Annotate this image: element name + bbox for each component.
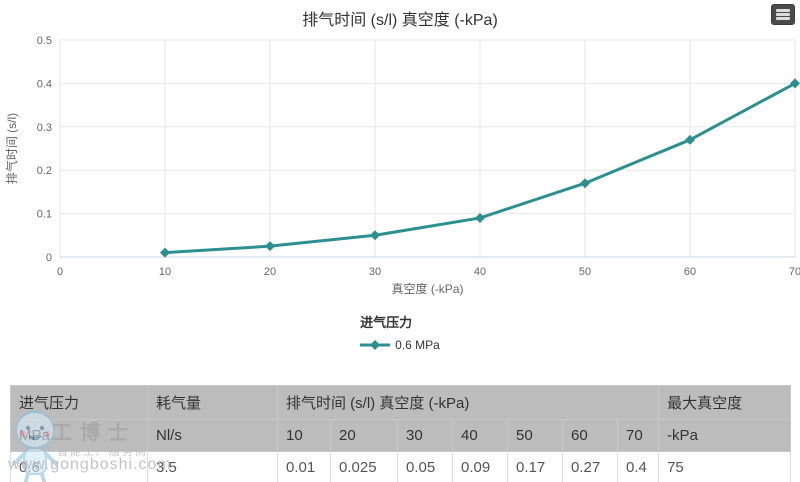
svg-text:0: 0 <box>46 252 52 264</box>
legend-item-label: 0.6 MPa <box>395 338 440 352</box>
svg-text:50: 50 <box>579 266 591 278</box>
data-cell: 3.5 <box>147 451 278 482</box>
svg-text:20: 20 <box>264 266 276 278</box>
svg-text:40: 40 <box>474 266 486 278</box>
unit-cell: -kPa <box>658 419 792 452</box>
header-cell: 进气压力 <box>10 385 148 420</box>
data-cell: 0.4 <box>616 451 660 482</box>
legend-item-series[interactable]: 0.6 MPa <box>360 338 440 352</box>
table-unit-row: MPa Nl/s 10 20 30 40 50 60 70 -kPa <box>10 419 792 452</box>
table-row: 0.6 3.5 0.01 0.025 0.05 0.09 0.17 0.27 0… <box>10 451 792 482</box>
svg-text:70: 70 <box>789 266 800 278</box>
svg-text:0.2: 0.2 <box>37 165 52 177</box>
svg-text:10: 10 <box>159 266 171 278</box>
data-cell: 0.27 <box>562 451 618 482</box>
svg-text:0: 0 <box>57 266 63 278</box>
unit-cell: MPa <box>10 419 148 452</box>
legend-title: 进气压力 <box>360 315 413 330</box>
svg-text:0.5: 0.5 <box>37 35 52 47</box>
data-cell: 0.6 <box>10 451 148 482</box>
unit-cell: 30 <box>397 419 453 452</box>
series-marker-icon <box>360 340 391 350</box>
chart-legend: 进气压力 0.6 MPa <box>0 312 800 356</box>
data-cell: 0.05 <box>397 451 453 482</box>
unit-cell: 40 <box>452 419 508 452</box>
data-cell: 0.09 <box>452 451 508 482</box>
svg-text:0.4: 0.4 <box>37 78 52 90</box>
table-header-row: 进气压力 耗气量 排气时间 (s/l) 真空度 (-kPa) 最大真空度 <box>10 385 792 420</box>
chart-plot-area: 0 0.1 0.2 0.3 0.4 0.5 0 10 20 30 40 50 60 70 排气时间 (s/l… <box>4 35 800 278</box>
header-cell: 最大真空度 <box>658 385 792 420</box>
unit-cell: 10 <box>277 419 331 452</box>
unit-cell: 50 <box>507 419 563 452</box>
chart-title: 排气时间 (s/l) 真空度 (-kPa) <box>302 12 498 29</box>
chart-export-menu-button[interactable] <box>771 4 795 25</box>
svg-text:30: 30 <box>369 266 381 278</box>
data-cell: 0.01 <box>277 451 331 482</box>
unit-cell: Nl/s <box>147 419 278 452</box>
spec-table: 进气压力 耗气量 排气时间 (s/l) 真空度 (-kPa) 最大真空度 MPa… <box>10 385 792 482</box>
svg-text:60: 60 <box>684 266 696 278</box>
data-cell: 75 <box>658 451 792 482</box>
unit-cell: 70 <box>616 419 660 452</box>
data-cell: 0.17 <box>507 451 563 482</box>
data-cell: 0.025 <box>330 451 398 482</box>
svg-text:排气时间 (s/l): 排气时间 (s/l) <box>4 113 19 184</box>
svg-text:0.1: 0.1 <box>37 209 52 221</box>
header-cell: 耗气量 <box>147 385 278 420</box>
svg-text:0.3: 0.3 <box>37 122 52 134</box>
header-cell: 排气时间 (s/l) 真空度 (-kPa) <box>276 385 660 420</box>
unit-cell: 20 <box>330 419 398 452</box>
x-axis-title: 真空度 (-kPa) <box>391 282 464 296</box>
unit-cell: 60 <box>562 419 618 452</box>
